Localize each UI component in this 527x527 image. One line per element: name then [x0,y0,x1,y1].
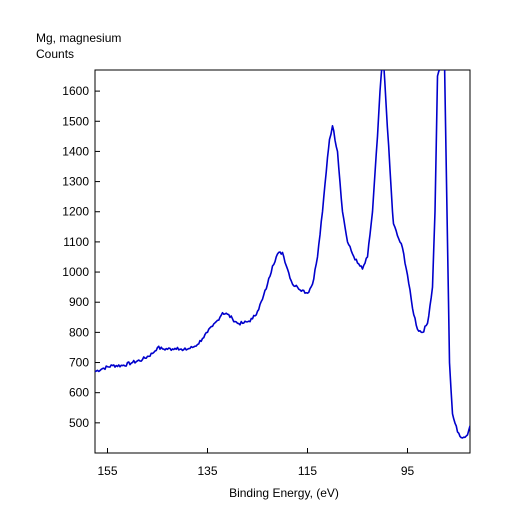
x-tick-label: 155 [97,464,117,478]
plot-frame [94,69,471,454]
y-tick-label: 1300 [62,175,89,189]
y-tick-label: 1400 [62,144,89,158]
x-axis-title: Binding Energy, (eV) [229,486,339,500]
chart-title: Mg, magnesium [36,31,122,45]
y-tick-label: 1200 [62,205,89,219]
y-tick-label: 800 [69,325,89,339]
x-tick-label: 95 [401,464,415,478]
y-tick-label: 1100 [63,235,89,249]
y-tick-label: 1000 [62,265,89,279]
y-tick-label: 1500 [62,114,89,128]
y-tick-label: 600 [69,386,89,400]
y-axis: 500 600 700 800 900 1000 1100 1200 1300 1400 1500 1… [62,84,100,430]
series-line [95,70,470,439]
x-axis: 155 135 115 95 [97,448,414,478]
y-tick-label: 500 [69,416,89,430]
series-layer [95,70,470,439]
y-tick-label: 700 [69,356,89,370]
y-tick-label: 1600 [62,84,89,98]
x-tick-label: 135 [197,464,217,478]
y-tick-label: 900 [69,295,89,309]
x-tick-label: 115 [298,464,317,478]
y-axis-title: Counts [36,47,75,61]
